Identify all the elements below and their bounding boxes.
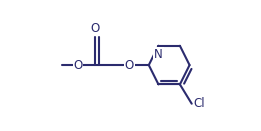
Text: O: O — [125, 59, 134, 72]
Text: Cl: Cl — [193, 97, 205, 110]
Text: O: O — [73, 59, 82, 72]
Text: N: N — [154, 48, 163, 61]
Text: O: O — [91, 22, 100, 35]
